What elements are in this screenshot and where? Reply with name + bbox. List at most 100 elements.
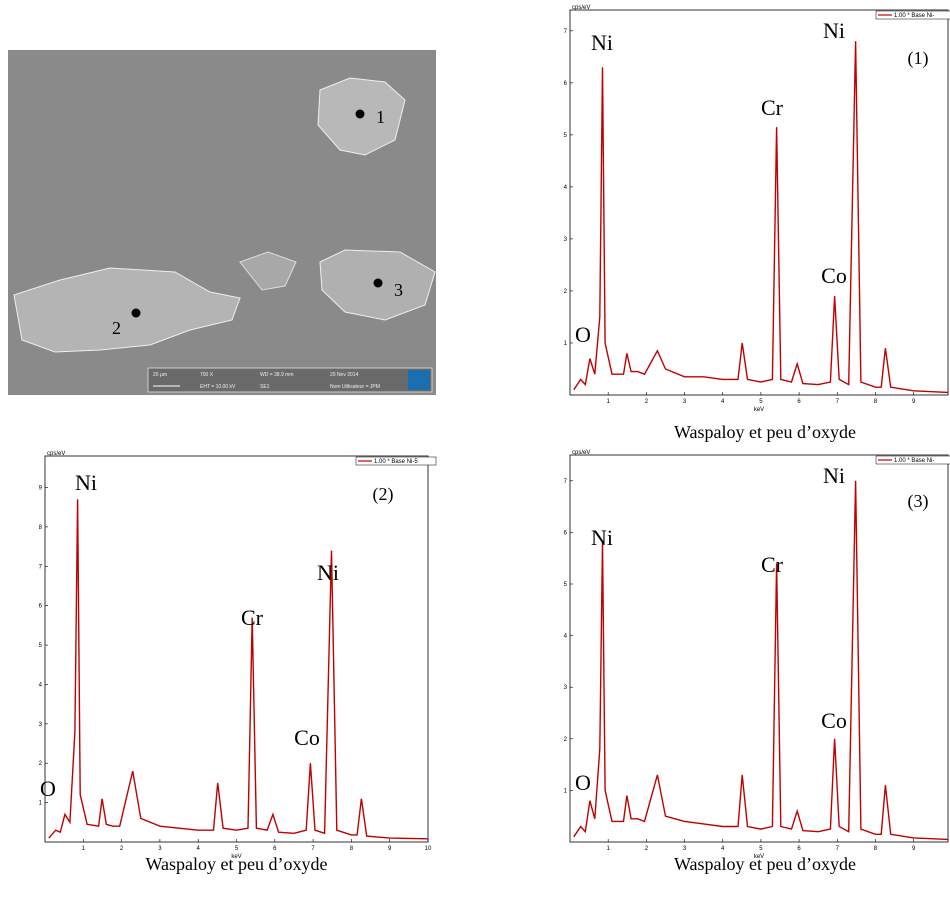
spectrum-line	[573, 480, 949, 841]
sem-info: 20 Nov 2014	[330, 372, 359, 378]
sem-info: Nom Utilisateur = JPM	[330, 384, 380, 390]
x-tick-label: 3	[683, 399, 687, 405]
peak-annotation: Ni	[823, 463, 845, 488]
point-marker	[131, 308, 141, 318]
x-tick-label: 5	[759, 846, 763, 852]
x-tick-label: 3	[158, 846, 162, 852]
peak-annotation: Ni	[823, 18, 845, 43]
x-tick-label: 8	[350, 846, 354, 852]
y-tick-label: 2	[564, 289, 568, 295]
y-tick-label: 3	[39, 722, 43, 728]
plot-frame	[569, 454, 949, 843]
x-tick-label: 6	[797, 846, 801, 852]
y-tick-label: 7	[39, 564, 43, 570]
peak-annotation: Co	[821, 263, 847, 288]
y-tick-label: 5	[564, 133, 568, 139]
spectrum-line	[48, 499, 429, 840]
x-tick-label: 1	[82, 846, 86, 852]
legend-box	[875, 10, 950, 20]
y-tick-label: 2	[39, 761, 43, 767]
scale-bar-label: 20 µm	[153, 372, 167, 378]
legend-label: 1.00 * Base Ni-5	[374, 459, 418, 465]
y-tick-label: 4	[564, 634, 568, 640]
y-tick-label: 4	[39, 682, 43, 688]
point-label: 2	[112, 318, 121, 338]
legend-label: 1.00 * Base Ni-	[894, 13, 934, 19]
spectrum-chart: 1 2 3 4 5 6 7 8 9 1 2 3 4 5 6 7 8 9 10 cps/eV keV 1.00 * Base…	[39, 451, 437, 874]
caption: Waspaloy et peu d’oxyde	[674, 854, 856, 874]
x-tick-label: 6	[273, 846, 277, 852]
peak-annotation: Ni	[591, 525, 613, 550]
x-tick-label: 2	[120, 846, 124, 852]
sem-info: 700 X	[200, 372, 214, 378]
x-tick-label: 5	[235, 846, 239, 852]
y-tick-label: 5	[564, 582, 568, 588]
x-tick-label: 8	[874, 399, 878, 405]
x-axis-label: keV	[231, 854, 241, 860]
y-axis-label: cps/eV	[572, 450, 590, 456]
x-tick-label: 1	[607, 399, 611, 405]
x-tick-label: 9	[912, 399, 916, 405]
x-tick-label: 9	[388, 846, 392, 852]
y-tick-label: 1	[564, 788, 568, 794]
spectrum-line	[573, 41, 949, 394]
y-tick-label: 9	[39, 486, 43, 492]
sem-info: WD = 38.9 mm	[260, 372, 293, 378]
info-bar	[147, 367, 433, 393]
peak-annotation: Co	[821, 708, 847, 733]
y-tick-label: 2	[564, 737, 568, 743]
y-tick-label: 5	[39, 643, 43, 649]
x-tick-label: 7	[836, 399, 840, 405]
peak-annotation: Ni	[317, 560, 339, 585]
y-tick-label: 1	[564, 341, 568, 347]
y-tick-label: 4	[564, 185, 568, 191]
x-tick-label: 4	[197, 846, 201, 852]
y-tick-label: 1	[39, 801, 43, 807]
x-tick-label: 4	[721, 399, 725, 405]
sem-info: EHT = 10.00 kV	[200, 384, 236, 390]
particle	[239, 251, 297, 291]
peak-annotation: Cr	[761, 95, 784, 120]
spectrum-chart: 1 2 3 4 5 6 7 1 2 3 4 5 6 7 8 9 cps/eV keV 1.00 * Base Ni-…	[564, 5, 950, 442]
x-tick-label: 5	[759, 399, 763, 405]
x-tick-label: 3	[683, 846, 687, 852]
x-tick-label: 8	[874, 846, 878, 852]
peak-annotation: O	[575, 322, 591, 347]
point-marker	[373, 278, 383, 288]
y-tick-label: 6	[564, 530, 568, 536]
plot-frame	[569, 9, 949, 396]
panel-label: (1)	[908, 48, 929, 69]
x-tick-label: 2	[645, 399, 649, 405]
x-tick-label: 1	[607, 846, 611, 852]
y-tick-label: 6	[39, 604, 43, 610]
y-tick-label: 8	[39, 525, 43, 531]
legend-box	[875, 455, 950, 465]
sem-info: SE1	[260, 384, 270, 390]
caption: Waspaloy et peu d’oxyde	[674, 422, 856, 442]
peak-annotation: O	[40, 776, 56, 801]
x-tick-label: 4	[721, 846, 725, 852]
caption: Waspaloy et peu d’oxyde	[146, 854, 328, 874]
point-label: 1	[376, 107, 385, 127]
x-axis-label: keV	[754, 854, 764, 860]
x-tick-label: 2	[645, 846, 649, 852]
peak-annotation: Ni	[75, 470, 97, 495]
spectrum-chart: 1 2 3 4 5 6 7 1 2 3 4 5 6 7 8 9 cps/eV keV 1.00 * Base Ni-…	[564, 450, 950, 874]
y-tick-label: 3	[564, 237, 568, 243]
peak-annotation: Cr	[241, 605, 264, 630]
peak-annotation: Ni	[591, 30, 613, 55]
plot-frame	[44, 455, 429, 843]
x-tick-label: 7	[311, 846, 315, 852]
panel-label: (2)	[373, 484, 394, 505]
peak-annotation: Co	[294, 725, 320, 750]
y-axis-label: cps/eV	[47, 451, 65, 457]
y-axis-label: cps/eV	[572, 5, 590, 11]
y-tick-label: 6	[564, 81, 568, 87]
logo	[408, 370, 430, 390]
x-tick-label: 6	[797, 399, 801, 405]
peak-annotation: O	[575, 770, 591, 795]
y-tick-label: 3	[564, 685, 568, 691]
point-marker	[355, 109, 365, 119]
